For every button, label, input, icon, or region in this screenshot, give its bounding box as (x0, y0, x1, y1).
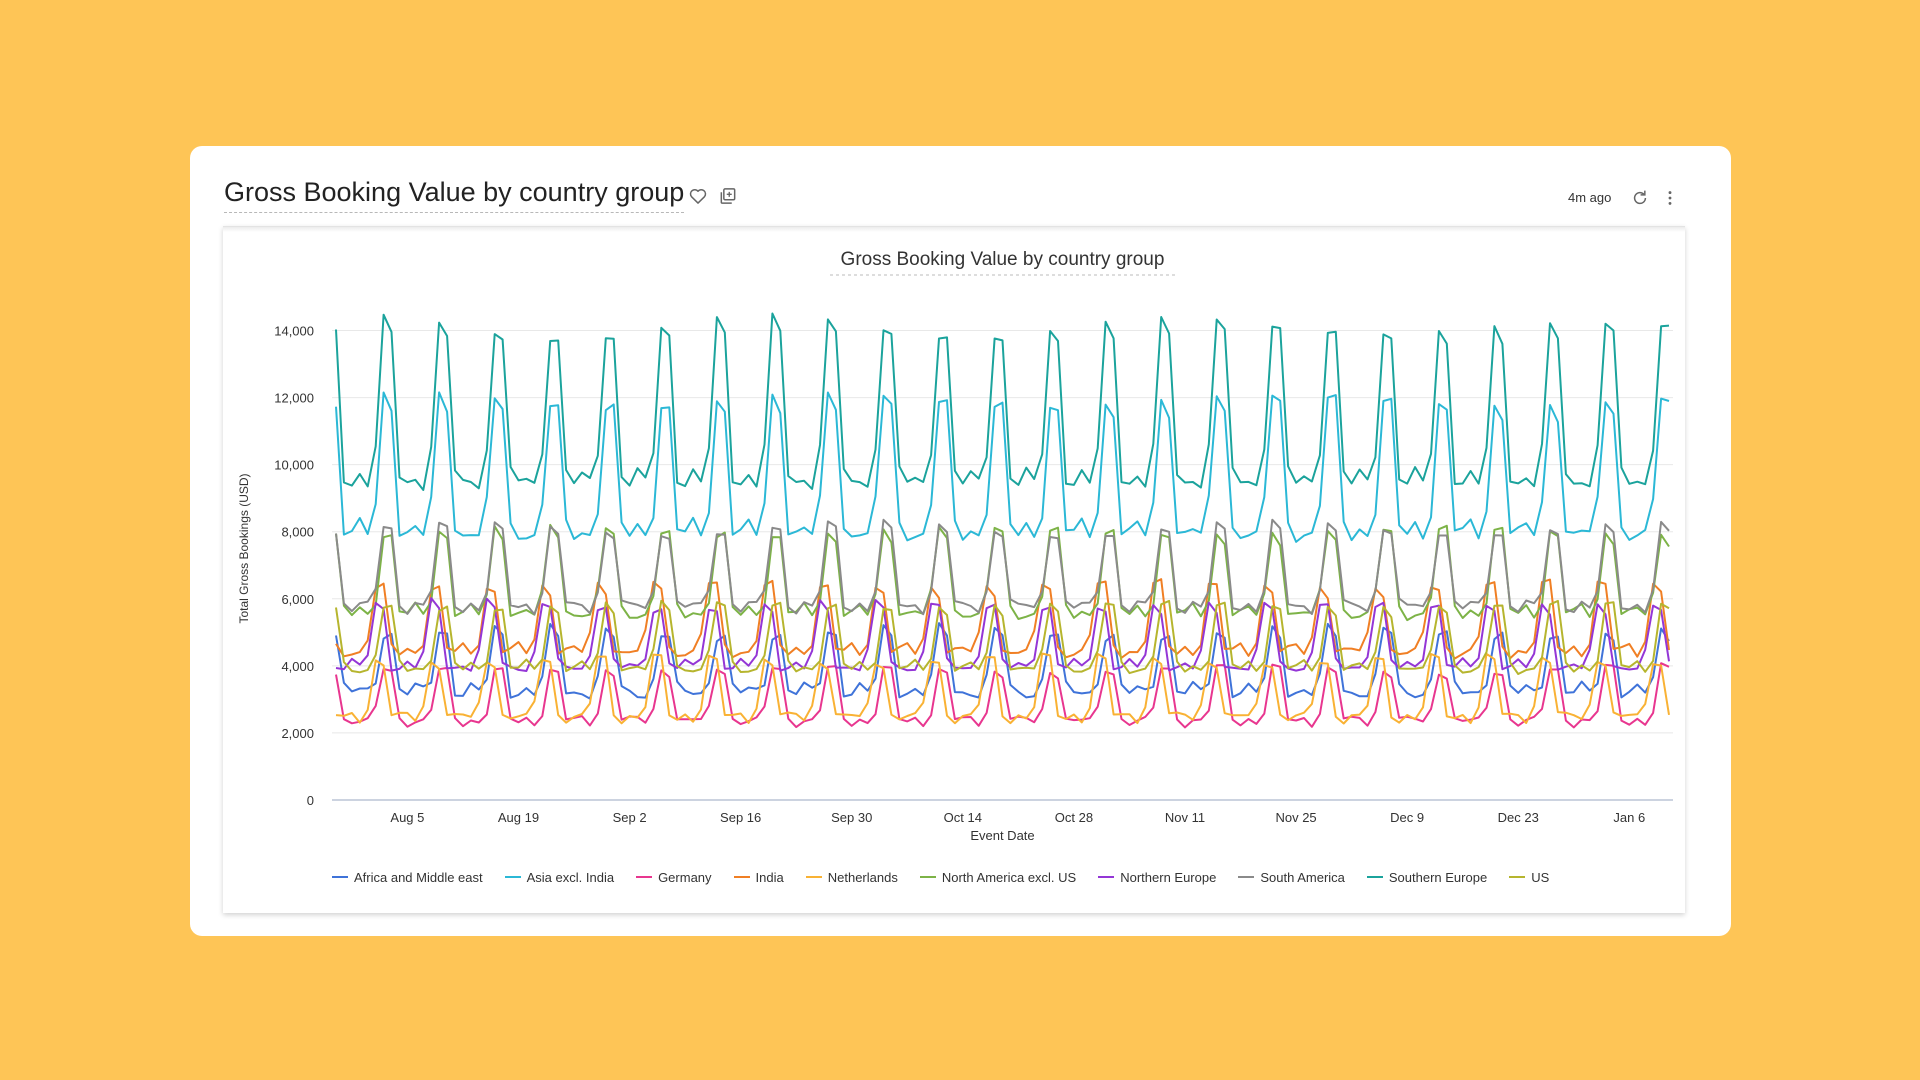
legend-swatch (332, 876, 348, 878)
legend-label: Asia excl. India (526, 869, 615, 885)
y-tick-label: 0 (307, 793, 314, 808)
x-tick-label: Aug 5 (390, 810, 424, 825)
heart-icon[interactable] (688, 186, 708, 206)
copy-icon[interactable] (718, 186, 738, 206)
legend-swatch (805, 876, 822, 878)
chart-legend: Africa and Middle east Asia excl. India Ge… (332, 866, 1672, 888)
x-tick-label: Nov 11 (1165, 810, 1205, 825)
legend-item[interactable]: South America (1238, 870, 1345, 885)
x-tick-label: Dec 9 (1390, 810, 1424, 825)
legend-item[interactable]: North America excl. US (919, 869, 1077, 885)
series-line-africa-and-middle-east[interactable] (335, 622, 1670, 700)
legend-label: North America excl. US (941, 869, 1077, 885)
legend-item[interactable]: Southern Europe (1366, 869, 1488, 885)
legend-swatch (636, 876, 653, 878)
legend-swatch (733, 876, 750, 878)
more-icon[interactable] (1660, 188, 1680, 208)
x-tick-label: Dec 23 (1498, 810, 1539, 825)
series-line-northern-europe[interactable] (335, 597, 1670, 672)
legend-label: US (1531, 869, 1550, 885)
legend-swatch (919, 876, 936, 878)
y-tick-label: 2,000 (281, 726, 314, 741)
tile-title[interactable]: Gross Booking Value by country group (224, 177, 685, 213)
y-tick-label: 8,000 (281, 525, 314, 540)
legend-item[interactable]: US (1509, 870, 1549, 885)
y-tick-label: 10,000 (274, 458, 314, 473)
x-axis-label: Event Date (970, 828, 1034, 843)
legend-label: Netherlands (827, 869, 898, 885)
x-tick-label: Oct 28 (1055, 810, 1093, 825)
x-tick-label: Aug 19 (498, 810, 539, 825)
series-line-netherlands[interactable] (335, 652, 1670, 725)
x-tick-label: Sep 2 (613, 810, 647, 825)
legend-label: Africa and Middle east (354, 869, 483, 885)
series-line-us[interactable] (335, 599, 1670, 675)
x-tick-label: Nov 25 (1275, 810, 1316, 825)
x-tick-label: Jan 6 (1613, 810, 1645, 825)
line-chart: Gross Booking Value by country group 0 2,0… (237, 249, 1673, 843)
chart-card: Gross Booking Value by country group 4m … (190, 146, 1731, 936)
x-tick-label: Sep 16 (720, 810, 761, 825)
legend-swatch (1366, 876, 1383, 878)
y-axis-label: Total Gross Bookings (USD) (237, 473, 251, 623)
legend-label: South America (1260, 869, 1345, 885)
legend-item[interactable]: Northern Europe (1098, 870, 1216, 885)
legend-swatch (504, 876, 521, 878)
legend-label: Southern Europe (1388, 869, 1488, 885)
refresh-icon[interactable] (1630, 188, 1650, 208)
legend-label: Germany (658, 869, 712, 885)
x-tick-label: Sep 30 (831, 810, 872, 825)
visualization-panel: Gross Booking Value by country group 0 2,0… (223, 226, 1685, 913)
y-tick-label: 6,000 (281, 592, 314, 607)
legend-swatch (1238, 876, 1255, 878)
y-tick-label: 14,000 (274, 324, 314, 339)
legend-swatch (1098, 876, 1115, 878)
series-line-southern-europe[interactable] (335, 312, 1670, 491)
y-tick-label: 12,000 (274, 391, 314, 406)
series-line-south-america[interactable] (335, 518, 1670, 616)
x-tick-label: Oct 14 (944, 810, 982, 825)
legend-item[interactable]: Germany (636, 869, 712, 885)
series-line-germany[interactable] (335, 662, 1670, 729)
y-tick-label: 4,000 (281, 659, 314, 674)
last-updated-text: 4m ago (1568, 190, 1612, 205)
series-line-asia-excl-india[interactable] (335, 391, 1670, 543)
legend-swatch (1509, 876, 1526, 878)
legend-item[interactable]: Africa and Middle east (332, 870, 483, 885)
legend-item[interactable]: Netherlands (805, 869, 898, 885)
legend-label: India (755, 869, 784, 885)
legend-item[interactable]: Asia excl. India (504, 869, 615, 885)
legend-item[interactable]: India (733, 869, 784, 885)
card-header: Gross Booking Value by country group 4m … (190, 146, 1731, 226)
legend-label: Northern Europe (1120, 869, 1217, 885)
chart-title: Gross Booking Value by country group (841, 249, 1165, 270)
